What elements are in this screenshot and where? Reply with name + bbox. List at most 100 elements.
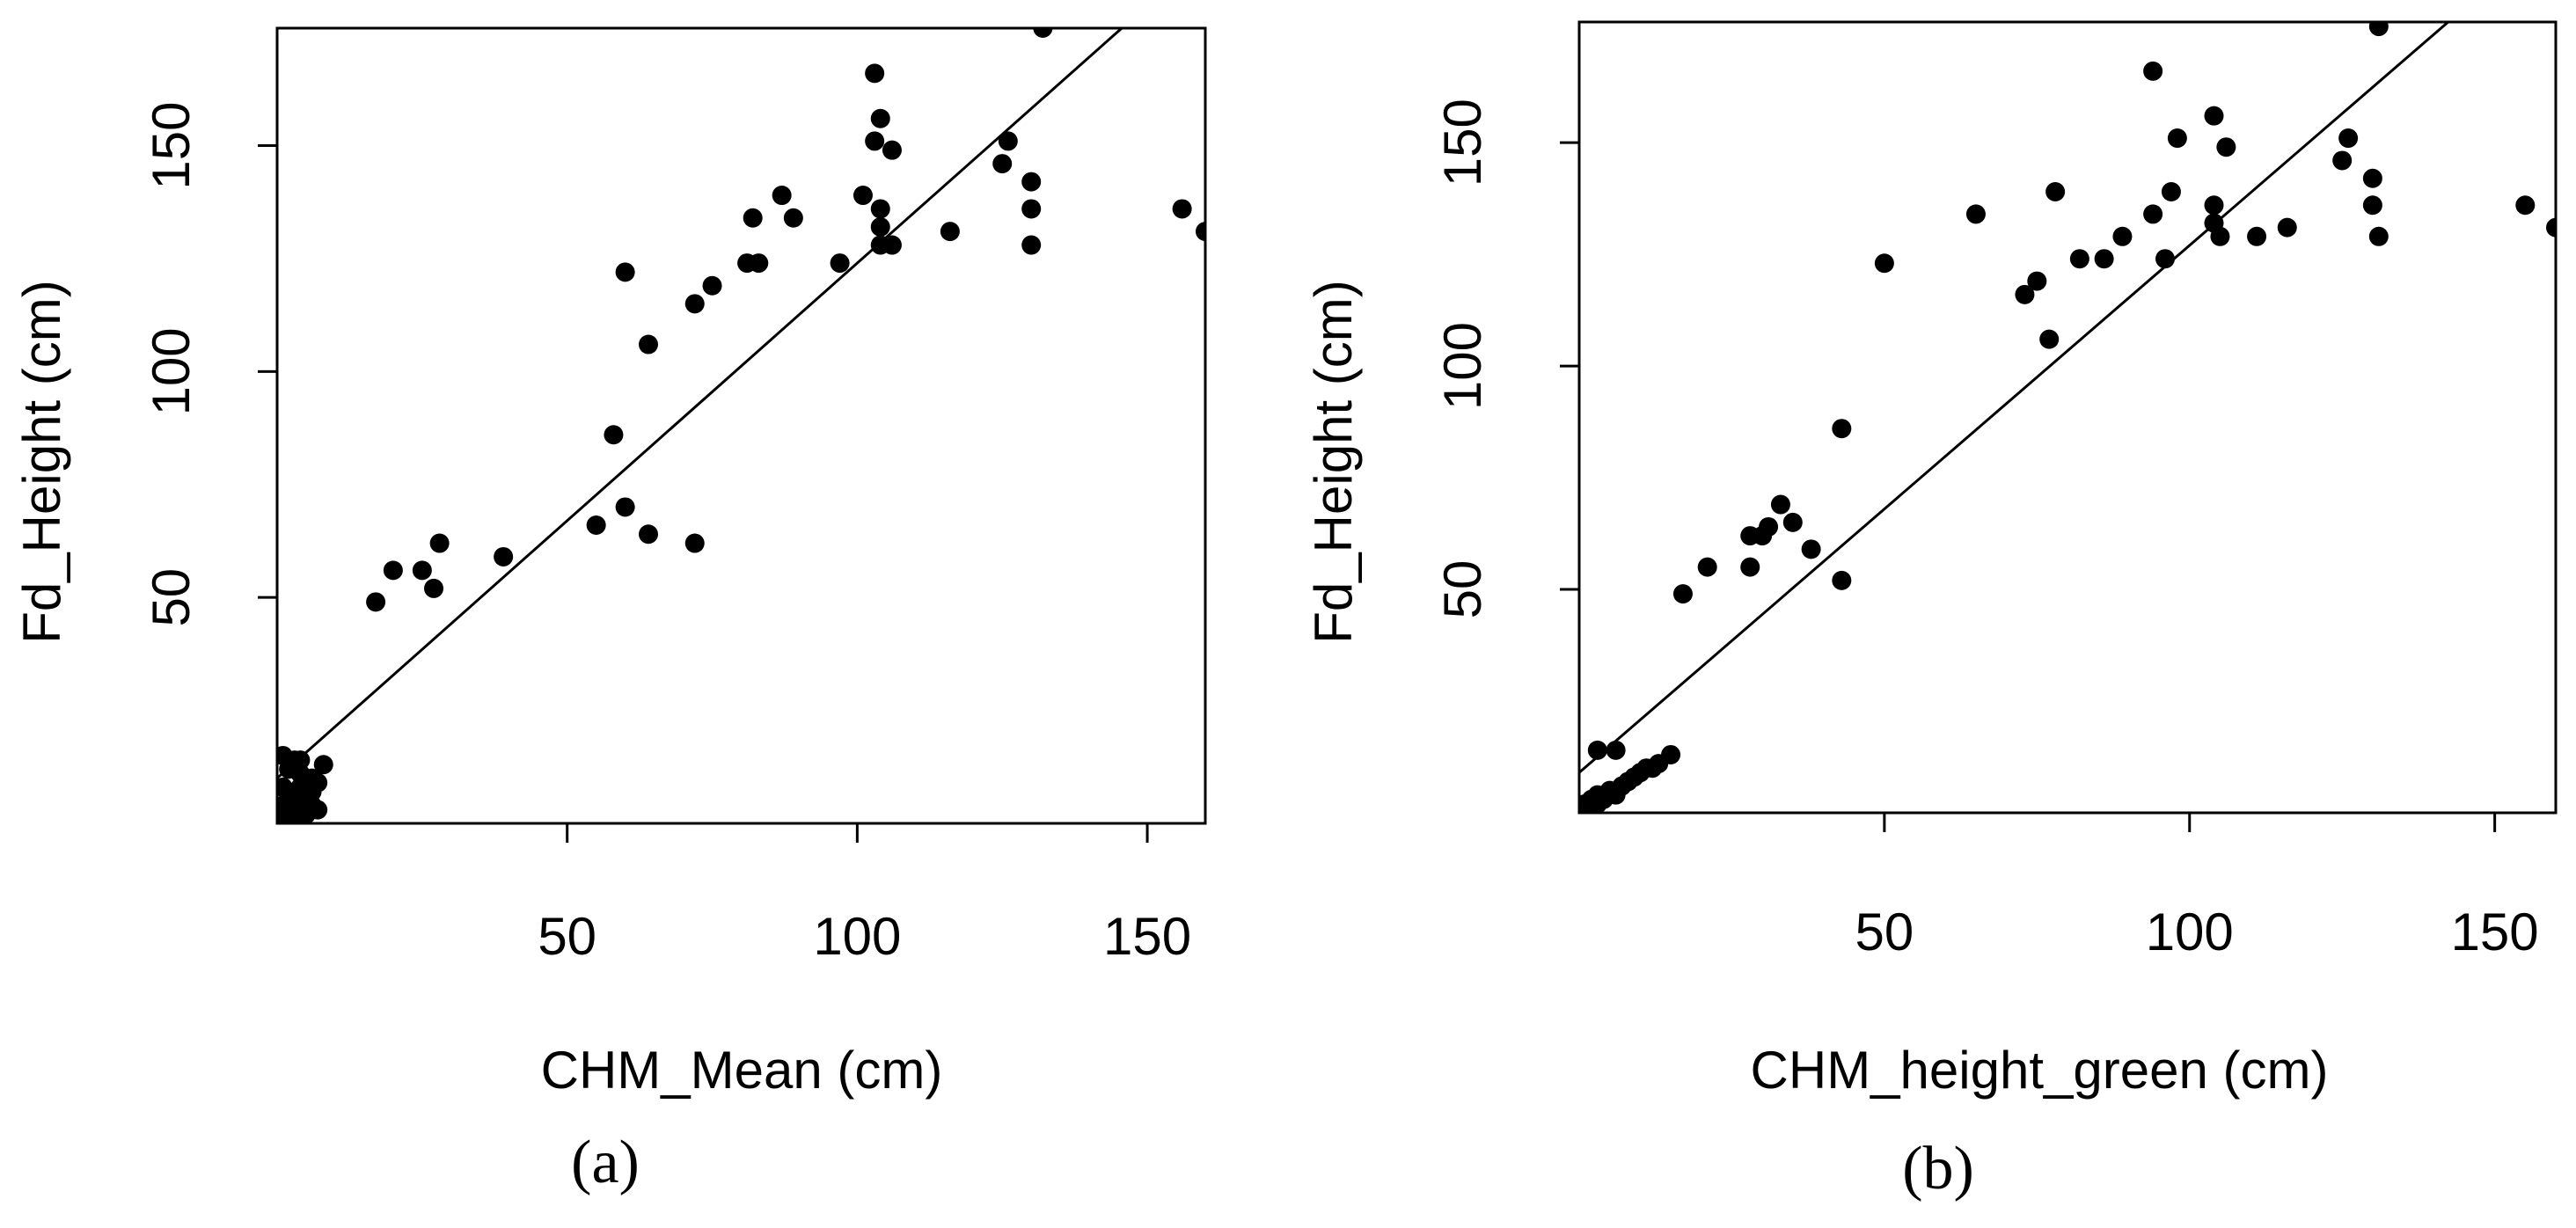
- data-point: [998, 131, 1018, 151]
- data-point: [2143, 61, 2163, 81]
- y-tick-label: 50: [142, 568, 201, 627]
- data-point: [684, 533, 705, 553]
- y-tick-label: 100: [1433, 322, 1492, 410]
- data-point: [684, 294, 705, 314]
- data-point: [2338, 128, 2359, 149]
- data-point: [2216, 137, 2236, 157]
- data-point: [1672, 584, 1693, 604]
- data-point: [772, 186, 792, 206]
- data-point: [1021, 199, 1042, 219]
- data-point: [870, 217, 890, 237]
- data-point: [1740, 557, 1760, 577]
- panel-a: 50 100 150 50 100 150: [142, 26, 1207, 966]
- data-point: [2247, 226, 2267, 246]
- data-point: [1606, 740, 1626, 760]
- data-point: [2094, 249, 2114, 269]
- data-point: [940, 222, 960, 242]
- data-point: [2143, 204, 2163, 224]
- data-point: [412, 560, 432, 581]
- data-point: [2045, 182, 2066, 202]
- data-point: [749, 253, 769, 274]
- data-point: [639, 334, 658, 355]
- data-point: [2204, 195, 2224, 216]
- data-point: [2362, 168, 2382, 188]
- data-point: [865, 63, 885, 84]
- data-point: [308, 800, 328, 820]
- data-point: [586, 515, 606, 535]
- plot-frame: [1577, 20, 2558, 815]
- data-point: [277, 777, 293, 797]
- data-point: [1033, 28, 1053, 38]
- y-tick-label: 150: [142, 101, 201, 189]
- panel-b-xlabel: CHM_height_green (cm): [1751, 1041, 2329, 1100]
- x-tick-label: 150: [1103, 907, 1191, 966]
- data-point: [1770, 494, 1790, 515]
- data-point: [2015, 284, 2035, 304]
- data-point: [853, 186, 873, 206]
- x-tick-label: 50: [538, 907, 596, 966]
- x-tick-label: 150: [2451, 903, 2539, 961]
- data-point: [1697, 557, 1717, 577]
- fit-line: [277, 28, 1124, 779]
- data-point: [2546, 217, 2556, 238]
- data-point: [2277, 217, 2297, 238]
- data-point: [1782, 512, 1803, 532]
- data-point: [1801, 539, 1821, 559]
- panel-b-label: (b): [1902, 1135, 1974, 1202]
- panel-a-ylabel: Fd_Height (cm): [12, 280, 71, 643]
- data-point: [2204, 106, 2224, 126]
- data-point: [639, 524, 658, 545]
- data-point: [366, 592, 386, 612]
- panel-a-xlabel: CHM_Mean (cm): [541, 1041, 943, 1100]
- data-point: [1587, 740, 1607, 760]
- data-point: [1965, 204, 1986, 224]
- data-point: [2039, 329, 2060, 349]
- x-tick-label: 50: [1855, 903, 1914, 961]
- data-point: [2161, 182, 2181, 202]
- data-point: [702, 275, 722, 296]
- data-point: [424, 578, 444, 598]
- data-point: [494, 546, 514, 566]
- data-point: [882, 140, 902, 160]
- panel-b-ylabel: Fd_Height (cm): [1304, 280, 1363, 643]
- data-point: [2027, 271, 2047, 291]
- y-tick-label: 100: [142, 327, 201, 415]
- plot-frame: [275, 26, 1207, 825]
- data-point: [992, 154, 1013, 174]
- data-point: [2368, 226, 2389, 246]
- data-point: [1172, 199, 1192, 219]
- data-point: [615, 497, 635, 517]
- data-point: [1661, 744, 1681, 764]
- fit-line: [1579, 22, 2451, 774]
- data-point: [2368, 22, 2389, 37]
- data-point: [743, 208, 763, 228]
- data-point: [615, 262, 635, 282]
- x-tick-label: 100: [2146, 903, 2234, 961]
- data-point: [1021, 235, 1042, 255]
- data-point: [2069, 249, 2089, 269]
- data-point: [2112, 226, 2133, 246]
- x-tick-label: 100: [813, 907, 901, 966]
- data-point: [290, 750, 311, 771]
- data-point: [1759, 516, 1779, 537]
- data-point: [2210, 226, 2230, 246]
- data-point: [865, 131, 885, 151]
- data-point: [783, 208, 803, 228]
- panel-b: 50 100 150 50 100 150: [1433, 20, 2558, 961]
- data-point: [1832, 570, 1852, 590]
- data-point: [830, 253, 850, 274]
- data-point: [2167, 128, 2187, 149]
- data-point: [2515, 195, 2536, 216]
- data-point: [429, 533, 450, 553]
- data-point: [604, 425, 624, 445]
- data-point: [2362, 195, 2382, 216]
- data-point: [302, 768, 322, 788]
- data-point: [870, 108, 890, 128]
- data-point: [1021, 172, 1042, 192]
- data-point: [2332, 150, 2353, 171]
- data-point: [1832, 419, 1852, 439]
- y-tick-label: 50: [1433, 560, 1492, 619]
- data-point: [870, 199, 890, 219]
- data-point: [313, 755, 333, 775]
